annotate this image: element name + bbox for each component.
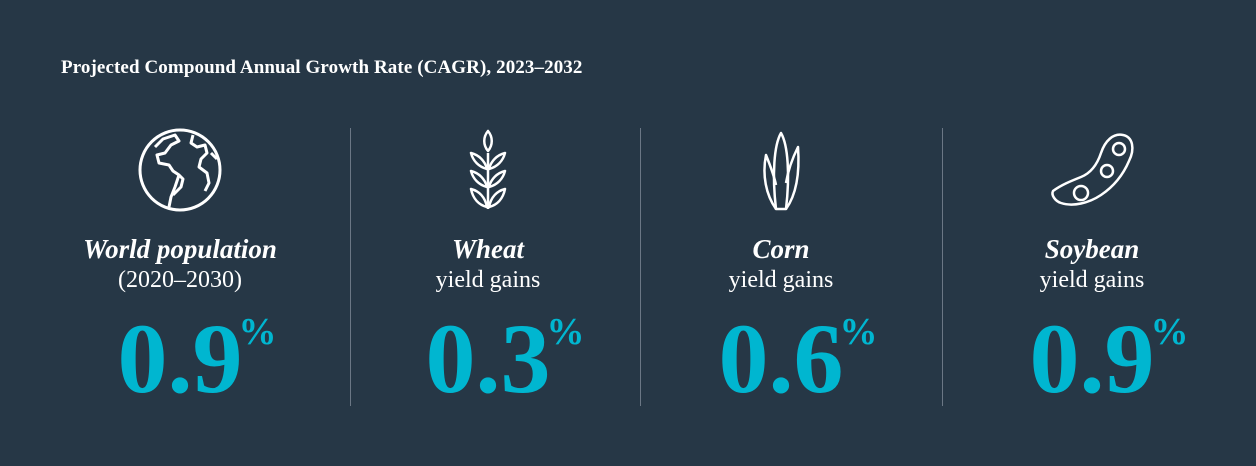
stat-value: 0.6% xyxy=(719,309,878,409)
corn-icon xyxy=(763,131,800,211)
stat-name: Wheat xyxy=(451,234,524,264)
stat-subtitle: (2020–2030) xyxy=(118,267,242,293)
stat-value: 0.9% xyxy=(1030,309,1189,409)
value-text: 0.9 xyxy=(1029,303,1155,414)
divider xyxy=(640,128,641,406)
globe-icon xyxy=(138,128,222,212)
infographic-title: Projected Compound Annual Growth Rate (C… xyxy=(61,57,583,78)
stat-name: World population xyxy=(83,234,277,264)
percent-sign: % xyxy=(238,311,277,353)
stat-value: 0.3% xyxy=(426,309,585,409)
stat-value: 0.9% xyxy=(118,309,277,409)
divider xyxy=(350,128,351,406)
percent-sign: % xyxy=(839,311,878,353)
stat-subtitle: yield gains xyxy=(728,267,834,293)
value-text: 0.9 xyxy=(117,303,243,414)
value-text: 0.6 xyxy=(718,303,844,414)
value-text: 0.3 xyxy=(425,303,551,414)
soybean-icon xyxy=(1051,133,1134,206)
stat-name: Corn xyxy=(752,234,810,264)
stat-world-population: World population (2020–2030) 0.9% xyxy=(30,125,330,409)
percent-sign: % xyxy=(1150,311,1189,353)
stat-subtitle: yield gains xyxy=(1039,267,1145,293)
stat-wheat: Wheat yield gains 0.3% xyxy=(338,125,638,409)
wheat-icon xyxy=(469,129,507,209)
divider xyxy=(942,128,943,406)
stat-corn: Corn yield gains 0.6% xyxy=(631,125,931,409)
stat-soybean: Soybean yield gains 0.9% xyxy=(942,125,1242,409)
stat-name: Soybean xyxy=(1044,234,1140,264)
stat-subtitle: yield gains xyxy=(435,267,541,293)
percent-sign: % xyxy=(546,311,585,353)
